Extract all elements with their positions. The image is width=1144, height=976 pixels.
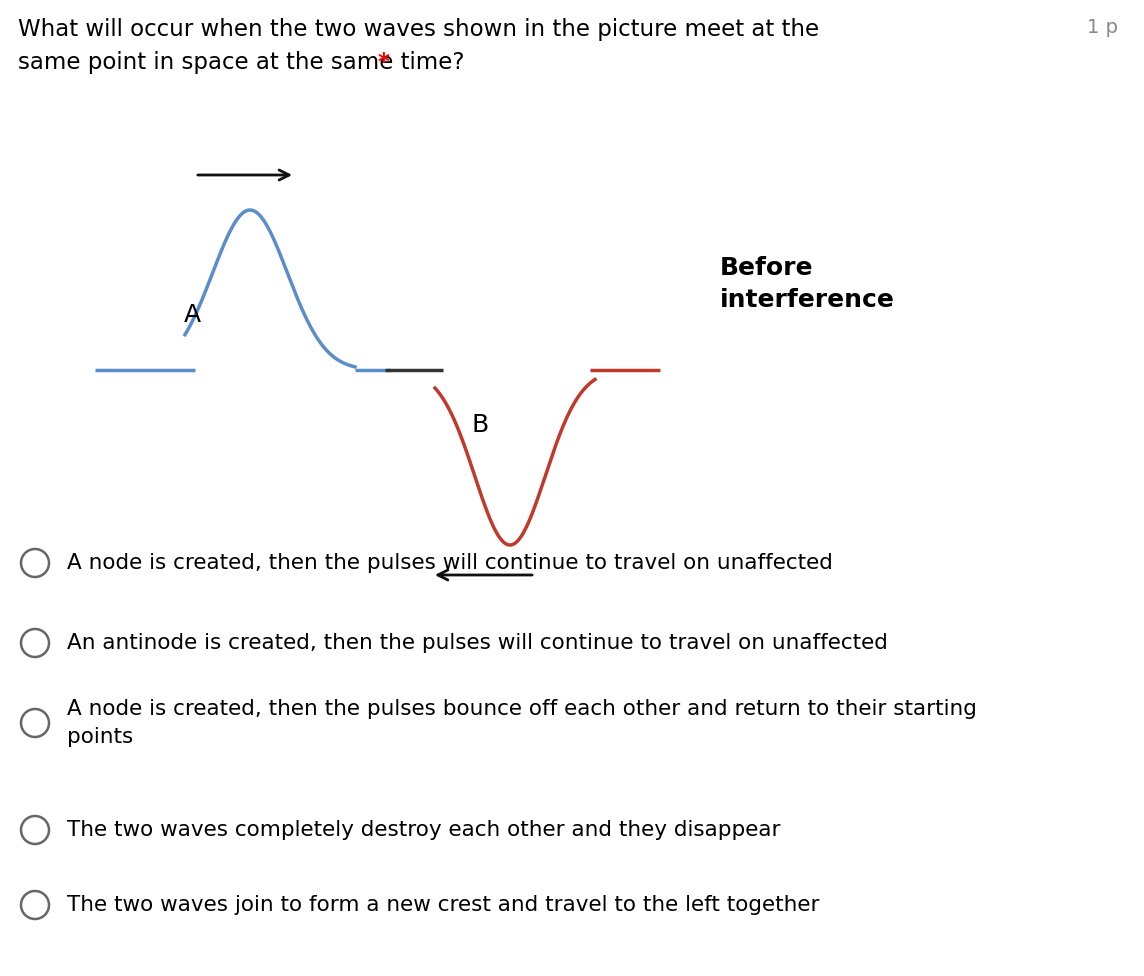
Text: The two waves join to form a new crest and travel to the left together: The two waves join to form a new crest a… xyxy=(67,895,819,915)
Text: *: * xyxy=(370,51,390,74)
Text: A node is created, then the pulses will continue to travel on unaffected: A node is created, then the pulses will … xyxy=(67,553,833,573)
Text: 1 p: 1 p xyxy=(1087,18,1118,37)
Text: A node is created, then the pulses bounce off each other and return to their sta: A node is created, then the pulses bounc… xyxy=(67,699,977,747)
Text: B: B xyxy=(471,413,488,437)
Text: An antinode is created, then the pulses will continue to travel on unaffected: An antinode is created, then the pulses … xyxy=(67,633,888,653)
Text: The two waves completely destroy each other and they disappear: The two waves completely destroy each ot… xyxy=(67,820,780,840)
Text: interference: interference xyxy=(720,288,895,312)
Text: What will occur when the two waves shown in the picture meet at the: What will occur when the two waves shown… xyxy=(18,18,819,41)
Text: Before: Before xyxy=(720,256,813,280)
Text: same point in space at the same time?: same point in space at the same time? xyxy=(18,51,464,74)
Text: A: A xyxy=(183,303,200,327)
